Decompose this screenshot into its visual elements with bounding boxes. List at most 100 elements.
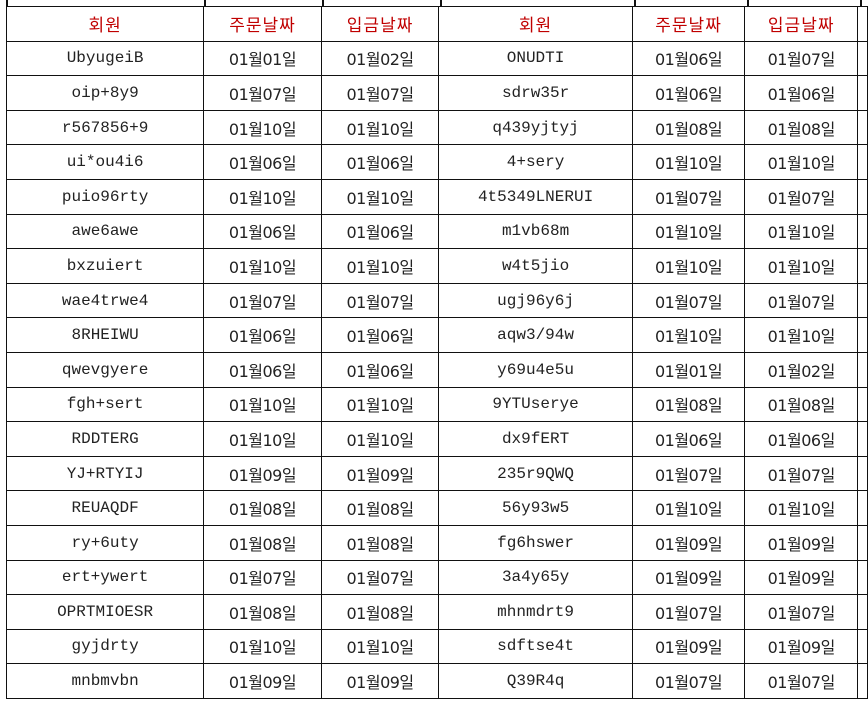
payment-date-cell[interactable]: 01월02일 — [320, 40, 440, 77]
payment-date-cell[interactable]: 01월10일 — [320, 386, 440, 423]
empty-cell[interactable] — [857, 594, 868, 630]
header-cell-member[interactable]: 회원 — [438, 6, 633, 42]
member-cell[interactable]: 3a4y65y — [438, 559, 633, 596]
payment-date-cell[interactable]: 01월06일 — [744, 421, 859, 457]
order-date-cell[interactable]: 01월07일 — [203, 75, 322, 111]
order-date-cell[interactable]: 01월10일 — [631, 248, 746, 284]
empty-cell[interactable] — [857, 144, 868, 180]
payment-date-cell[interactable]: 01월09일 — [744, 559, 859, 596]
empty-cell[interactable] — [857, 6, 868, 42]
order-date-cell[interactable]: 01월09일 — [631, 524, 746, 561]
payment-date-cell[interactable]: 01월10일 — [320, 178, 440, 215]
header-cell-payment-date[interactable]: 입금날짜 — [744, 6, 859, 42]
member-cell[interactable]: ui*ou4i6 — [5, 144, 205, 180]
member-cell[interactable]: fg6hswer — [438, 524, 633, 561]
member-cell[interactable]: w4t5jio — [438, 248, 633, 284]
payment-date-cell[interactable]: 01월06일 — [320, 213, 440, 250]
payment-date-cell[interactable]: 01월10일 — [320, 421, 440, 457]
order-date-cell[interactable]: 01월10일 — [631, 317, 746, 353]
order-date-cell[interactable]: 01월09일 — [631, 559, 746, 596]
member-cell[interactable]: YJ+RTYIJ — [5, 455, 205, 492]
payment-date-cell[interactable]: 01월08일 — [744, 386, 859, 423]
empty-cell[interactable] — [857, 248, 868, 284]
order-date-cell[interactable]: 01월06일 — [631, 75, 746, 111]
member-cell[interactable]: ry+6uty — [5, 524, 205, 561]
payment-date-cell[interactable]: 01월10일 — [320, 248, 440, 284]
order-date-cell[interactable]: 01월06일 — [631, 40, 746, 77]
payment-date-cell[interactable]: 01월09일 — [744, 628, 859, 665]
order-date-cell[interactable]: 01월06일 — [203, 351, 322, 388]
empty-cell[interactable] — [857, 628, 868, 665]
payment-date-cell[interactable]: 01월10일 — [320, 109, 440, 146]
order-date-cell[interactable]: 01월07일 — [203, 282, 322, 319]
header-cell-order-date[interactable]: 주문날짜 — [203, 6, 322, 42]
payment-date-cell[interactable]: 01월09일 — [320, 663, 440, 699]
member-cell[interactable]: dx9fERT — [438, 421, 633, 457]
member-cell[interactable]: puio96rty — [5, 178, 205, 215]
payment-date-cell[interactable]: 01월07일 — [744, 455, 859, 492]
empty-cell[interactable] — [857, 317, 868, 353]
order-date-cell[interactable]: 01월10일 — [631, 144, 746, 180]
member-cell[interactable]: mhnmdrt9 — [438, 594, 633, 630]
payment-date-cell[interactable]: 01월06일 — [320, 144, 440, 180]
member-cell[interactable]: sdftse4t — [438, 628, 633, 665]
order-date-cell[interactable]: 01월10일 — [203, 178, 322, 215]
order-date-cell[interactable]: 01월10일 — [203, 421, 322, 457]
empty-cell[interactable] — [857, 282, 868, 319]
member-cell[interactable]: m1vb68m — [438, 213, 633, 250]
member-cell[interactable]: qwevgyere — [5, 351, 205, 388]
member-cell[interactable]: ugj96y6j — [438, 282, 633, 319]
member-cell[interactable]: fgh+sert — [5, 386, 205, 423]
payment-date-cell[interactable]: 01월10일 — [744, 213, 859, 250]
payment-date-cell[interactable]: 01월10일 — [320, 628, 440, 665]
empty-cell[interactable] — [857, 524, 868, 561]
order-date-cell[interactable]: 01월10일 — [203, 109, 322, 146]
order-date-cell[interactable]: 01월10일 — [203, 248, 322, 284]
order-date-cell[interactable]: 01월01일 — [203, 40, 322, 77]
order-date-cell[interactable]: 01월07일 — [631, 663, 746, 699]
member-cell[interactable]: 56y93w5 — [438, 490, 633, 526]
member-cell[interactable]: sdrw35r — [438, 75, 633, 111]
empty-cell[interactable] — [857, 109, 868, 146]
order-date-cell[interactable]: 01월07일 — [203, 559, 322, 596]
member-cell[interactable]: awe6awe — [5, 213, 205, 250]
member-cell[interactable]: aqw3/94w — [438, 317, 633, 353]
order-date-cell[interactable]: 01월07일 — [631, 594, 746, 630]
order-date-cell[interactable]: 01월06일 — [631, 421, 746, 457]
member-cell[interactable]: 235r9QWQ — [438, 455, 633, 492]
member-cell[interactable]: 4t5349LNERUI — [438, 178, 633, 215]
payment-date-cell[interactable]: 01월08일 — [320, 524, 440, 561]
empty-cell[interactable] — [857, 421, 868, 457]
order-date-cell[interactable]: 01월10일 — [203, 628, 322, 665]
member-cell[interactable]: UbyugeiB — [5, 40, 205, 77]
member-cell[interactable]: REUAQDF — [5, 490, 205, 526]
order-date-cell[interactable]: 01월06일 — [203, 213, 322, 250]
order-date-cell[interactable]: 01월10일 — [631, 213, 746, 250]
order-date-cell[interactable]: 01월10일 — [631, 490, 746, 526]
order-date-cell[interactable]: 01월07일 — [631, 178, 746, 215]
payment-date-cell[interactable]: 01월06일 — [320, 351, 440, 388]
empty-cell[interactable] — [857, 386, 868, 423]
payment-date-cell[interactable]: 01월08일 — [320, 594, 440, 630]
payment-date-cell[interactable]: 01월07일 — [320, 282, 440, 319]
order-date-cell[interactable]: 01월06일 — [203, 317, 322, 353]
payment-date-cell[interactable]: 01월06일 — [744, 75, 859, 111]
order-date-cell[interactable]: 01월08일 — [203, 490, 322, 526]
member-cell[interactable]: OPRTMIOESR — [5, 594, 205, 630]
member-cell[interactable]: RDDTERG — [5, 421, 205, 457]
order-date-cell[interactable]: 01월10일 — [203, 386, 322, 423]
member-cell[interactable]: gyjdrty — [5, 628, 205, 665]
member-cell[interactable]: 4+sery — [438, 144, 633, 180]
header-cell-order-date[interactable]: 주문날짜 — [631, 6, 746, 42]
payment-date-cell[interactable]: 01월08일 — [320, 490, 440, 526]
member-cell[interactable]: 8RHEIWU — [5, 317, 205, 353]
member-cell[interactable]: q439yjtyj — [438, 109, 633, 146]
payment-date-cell[interactable]: 01월10일 — [744, 248, 859, 284]
order-date-cell[interactable]: 01월09일 — [203, 663, 322, 699]
empty-cell[interactable] — [857, 178, 868, 215]
payment-date-cell[interactable]: 01월07일 — [320, 559, 440, 596]
empty-cell[interactable] — [857, 213, 868, 250]
payment-date-cell[interactable]: 01월07일 — [744, 663, 859, 699]
member-cell[interactable]: y69u4e5u — [438, 351, 633, 388]
empty-cell[interactable] — [857, 40, 868, 77]
